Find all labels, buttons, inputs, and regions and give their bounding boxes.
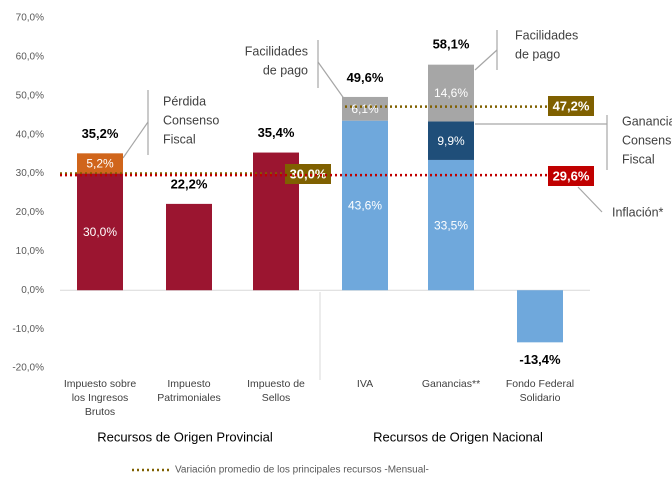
x-tick-label: Patrimoniales [157, 392, 221, 404]
x-tick-label: Impuesto sobre [64, 378, 137, 390]
value-label: 14,6% [434, 86, 468, 100]
reference-label-box [285, 164, 331, 184]
reference-label: 30,0% [290, 166, 327, 181]
annotation: Fiscal [622, 152, 655, 166]
y-tick-label: 60,0% [16, 52, 44, 63]
total-label: 22,2% [171, 176, 208, 191]
x-tick-label: Impuesto [167, 378, 210, 390]
y-tick-label: 30,0% [16, 168, 44, 179]
bar-segment [77, 173, 123, 291]
y-tick-label: 0,0% [21, 285, 44, 296]
annotation: de pago [263, 63, 308, 77]
callout [122, 121, 149, 159]
x-tick-label: Ganancias** [422, 378, 480, 390]
value-label: 6,1% [351, 102, 379, 116]
bar-segment [428, 64, 474, 122]
reference-label: 29,6% [553, 168, 590, 183]
x-tick-label: Brutos [85, 406, 115, 418]
x-tick-label: Fondo Federal [506, 378, 574, 390]
bar-segment [428, 159, 474, 291]
group-label: Recursos de Origen Provincial [97, 429, 273, 444]
bar-segment [342, 96, 388, 121]
x-tick-label: Impuesto de [247, 378, 305, 390]
bar-segment [166, 203, 212, 291]
bar-segment [342, 120, 388, 291]
x-tick-label: Solidario [520, 392, 561, 404]
y-tick-label: 70,0% [16, 13, 44, 24]
total-label: 35,4% [258, 125, 295, 140]
y-tick-label: 40,0% [16, 129, 44, 140]
y-tick-label: 10,0% [16, 246, 44, 257]
annotation: de pago [515, 47, 560, 61]
total-label: 35,2% [82, 126, 119, 141]
annotation: Facilidades [245, 44, 308, 58]
annotation: Ganancia [622, 114, 672, 128]
reference-label-box [548, 96, 594, 116]
y-tick-label: -10,0% [12, 324, 44, 335]
reference-name: Inflación* [612, 205, 664, 219]
x-tick-label: Sellos [262, 392, 291, 404]
callout [577, 186, 603, 213]
bar-segment [428, 121, 474, 160]
callout [317, 61, 346, 101]
total-label: 49,6% [347, 70, 384, 85]
value-label: 5,2% [86, 157, 114, 171]
callout [474, 49, 498, 71]
annotation: Pérdida [163, 94, 206, 108]
value-label: 9,9% [437, 134, 465, 148]
value-label: 30,0% [83, 225, 117, 239]
annotation: Consenso [622, 133, 672, 147]
value-label: 43,6% [348, 199, 382, 213]
x-tick-label: IVA [357, 378, 373, 390]
annotation: Fiscal [163, 132, 196, 146]
annotation: Consenso [163, 113, 219, 127]
total-label: -13,4% [519, 352, 561, 367]
bar-segment [517, 290, 563, 343]
annotation: Facilidades [515, 28, 578, 42]
y-tick-label: 20,0% [16, 207, 44, 218]
legend-label: Variación promedio de los principales re… [175, 465, 429, 476]
reference-label: 47,2% [553, 98, 590, 113]
group-label: Recursos de Origen Nacional [373, 429, 543, 444]
y-tick-label: -20,0% [12, 363, 44, 374]
value-label: 33,5% [434, 218, 468, 232]
x-tick-label: los Ingresos [72, 392, 129, 404]
bar-segment [77, 153, 123, 174]
reference-label-box [548, 166, 594, 186]
y-tick-label: 50,0% [16, 90, 44, 101]
total-label: 58,1% [433, 37, 470, 52]
